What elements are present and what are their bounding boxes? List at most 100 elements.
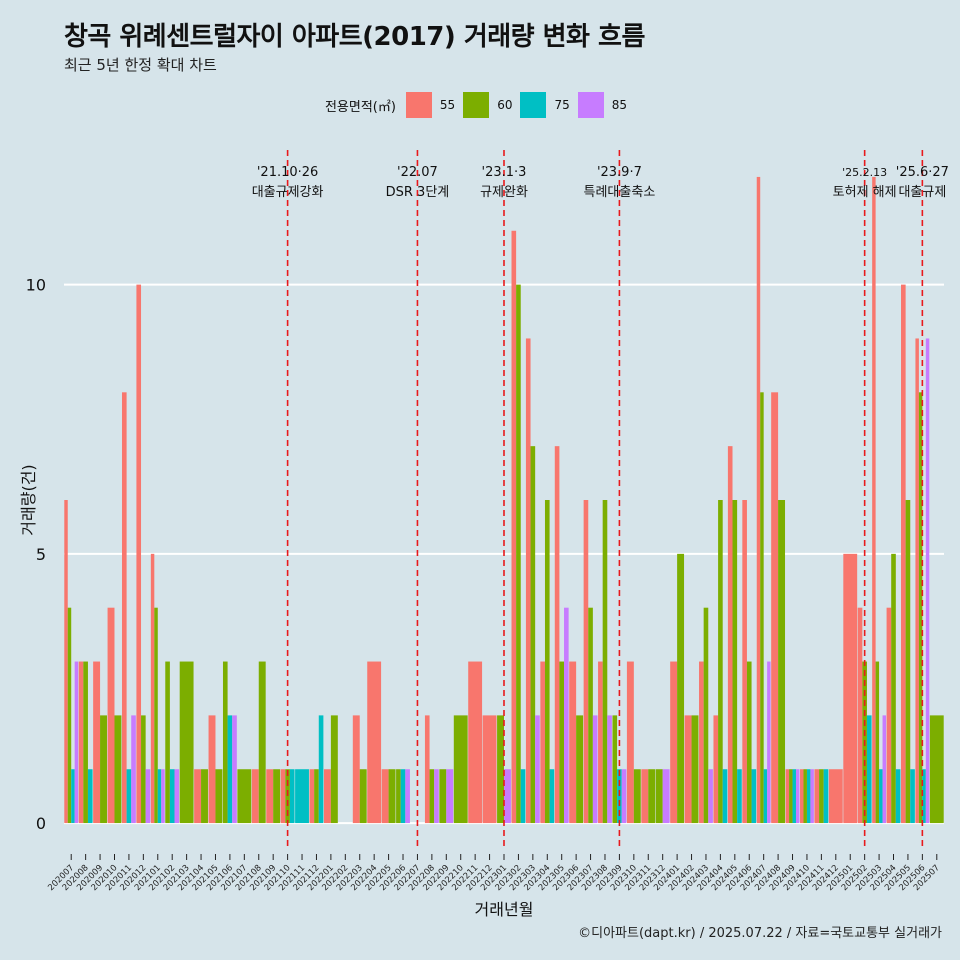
legend-item-75: 75 [520,92,570,118]
bar-55-202402 [684,715,692,824]
bar-75-202405 [737,769,742,824]
bar-55-202307 [583,500,589,824]
bar-75-202411 [823,769,829,824]
bar-60-202403 [703,607,709,824]
bar-60-202102 [165,661,170,824]
bar-60-202109 [273,769,281,824]
bar-60-202010 [114,715,122,824]
legend-label-85: 85 [611,98,628,112]
bar-75-202302 [520,769,526,824]
bar-55-202505 [901,284,906,824]
bar-75-202101 [157,769,162,824]
bar-60-202504 [891,553,896,824]
bar-60-202407 [760,392,764,824]
event-date: '23.1·3 [482,165,527,180]
bar-60-202209 [439,769,447,824]
bar-85-202102 [174,769,180,824]
bar-85-202506 [925,338,930,824]
bar-75-202504 [895,769,901,824]
bar-55-202110 [280,769,286,824]
bar-60-202507 [929,715,944,824]
bar-55-202310 [626,661,634,824]
bar-55-202212 [482,715,497,824]
bar-60-202306 [576,715,584,824]
legend-label-75: 75 [554,98,570,112]
bar-55-202506 [915,338,919,824]
legend-title: 전용면적(㎡) [324,99,396,115]
event-date: '25.6·27 [896,165,949,180]
bar-60-202409 [789,769,793,824]
bar-60-202107 [237,769,252,824]
bar-55-202011 [121,392,127,824]
bar-60-202402 [691,715,699,824]
bar-75-202008 [87,769,93,824]
legend-label-55: 55 [439,98,456,112]
bar-60-202012 [141,715,146,824]
bar-85-202308 [607,715,612,824]
bar-60-202105 [215,769,223,824]
bar-55-202012 [136,284,142,824]
bar-75-202110 [289,769,295,824]
bar-60-202106 [222,661,228,824]
bar-55-202008 [78,661,84,824]
bar-55-202007 [64,500,68,824]
bar-55-202101 [150,553,155,824]
bar-55-202401 [670,661,678,824]
legend-label-60: 60 [497,98,513,112]
event-date: '23.9·7 [597,165,642,180]
bar-75-202011 [126,769,132,824]
bar-75-202404 [722,769,728,824]
bar-60-202312 [655,769,663,824]
bar-60-202404 [718,500,723,824]
bar-75-202206 [400,769,406,824]
bar-60-202007 [67,607,72,824]
chart-subtitle: 최근 5년 한정 확대 차트 [64,56,217,74]
bar-55-202109 [266,769,274,824]
event-label: 토허제 해제 [833,185,897,200]
bar-55-202306 [569,661,577,824]
bar-55-202303 [525,338,531,824]
bar-55-202408 [771,392,779,824]
bar-55-202201 [323,769,331,824]
bar-60-202406 [746,661,752,824]
bar-60-202108 [258,661,266,824]
bar-60-202103 [179,661,194,824]
bar-85-202011 [131,715,136,824]
bar-60-202210 [453,715,468,824]
bar-85-202309 [621,769,627,824]
legend-swatch-60 [463,92,490,118]
event-date: '25.2.13 [842,166,887,179]
bar-55-202112 [309,769,315,824]
bar-55-202305 [554,446,560,824]
bar-55-202411 [814,769,820,824]
bar-55-202010 [107,607,115,824]
event-date: '21.10·26 [257,165,318,180]
bar-55-202105 [208,715,216,824]
event-label: 특례대출축소 [584,185,656,200]
bar-60-202009 [100,715,107,824]
legend-item-55: 55 [405,92,456,118]
bar-75-202007 [71,769,75,824]
event-label: 대출규제 [898,185,946,200]
bar-60-202311 [648,769,656,824]
legend-swatch-85 [577,92,604,118]
bar-85-202305 [564,607,569,824]
bar-60-202411 [819,769,824,824]
y-tick-label: 5 [36,545,46,564]
legend-item-60: 60 [463,92,512,118]
bar-75-202410 [806,769,811,824]
bar-55-202503 [872,176,876,824]
bar-75-202506 [922,769,926,824]
legend: 전용면적(㎡) 55 60 75 85 [0,92,960,118]
bar-60-202408 [778,500,786,824]
legend-item-85: 85 [577,92,628,118]
event-label: 대출규제강화 [252,185,324,200]
bar-55-202409 [785,769,790,824]
bar-75-202304 [549,769,555,824]
bar-75-202505 [910,769,915,824]
bar-85-202209 [446,769,454,824]
bar-85-202303 [535,715,540,824]
bar-75-202111 [295,769,309,824]
bar-55-202308 [598,661,603,824]
legend-swatch-75 [520,92,547,118]
